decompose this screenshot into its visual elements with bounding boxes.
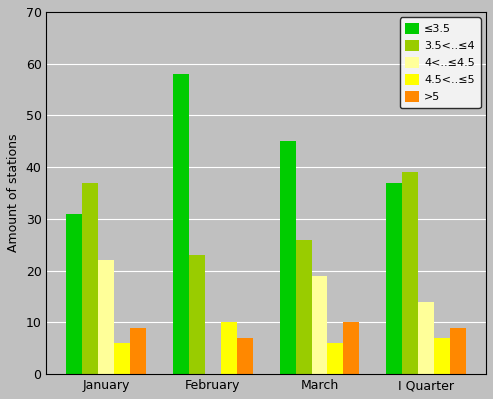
Bar <box>67 214 82 374</box>
Bar <box>130 328 146 374</box>
Bar <box>344 322 359 374</box>
Bar <box>237 338 253 374</box>
Bar <box>450 328 466 374</box>
Bar <box>434 338 450 374</box>
Bar <box>114 343 130 374</box>
Bar <box>327 343 344 374</box>
Bar <box>402 172 418 374</box>
Bar <box>82 183 98 374</box>
Bar <box>173 74 189 374</box>
Bar <box>221 322 237 374</box>
Legend: ≤3.5, 3.5<..≤4, 4<..≤4.5, 4.5<..≤5, >5: ≤3.5, 3.5<..≤4, 4<..≤4.5, 4.5<..≤5, >5 <box>400 18 481 108</box>
Bar <box>418 302 434 374</box>
Bar <box>386 183 402 374</box>
Bar <box>312 276 327 374</box>
Bar <box>98 260 114 374</box>
Bar <box>295 240 312 374</box>
Bar <box>189 255 205 374</box>
Y-axis label: Amount of stations: Amount of stations <box>7 134 20 252</box>
Bar <box>280 141 295 374</box>
